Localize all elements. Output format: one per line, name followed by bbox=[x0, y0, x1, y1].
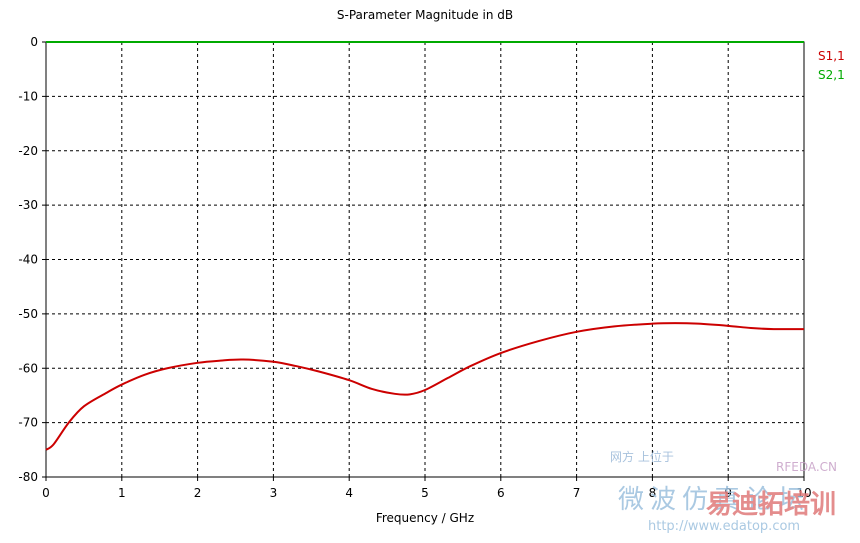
y-tick-label: -30 bbox=[18, 198, 38, 212]
y-tick-label: -60 bbox=[18, 361, 38, 375]
series-line-s11 bbox=[45, 322, 805, 451]
y-tick-label: 0 bbox=[30, 35, 38, 49]
x-tick-label: 10 bbox=[796, 486, 811, 500]
x-tick-label: 1 bbox=[118, 486, 126, 500]
legend-entry: S1,1 bbox=[818, 49, 845, 63]
watermark-line1: 网方 上位于 bbox=[610, 449, 674, 464]
legend-entry: S2,1 bbox=[818, 68, 845, 82]
x-axis-label: Frequency / GHz bbox=[376, 511, 474, 525]
x-tick-label: 6 bbox=[497, 486, 505, 500]
x-tick-label: 3 bbox=[270, 486, 278, 500]
y-tick-label: -20 bbox=[18, 144, 38, 158]
y-tick-label: -70 bbox=[18, 416, 38, 430]
y-tick-label: -40 bbox=[18, 253, 38, 267]
watermark-forum: 微波仿真论坛 bbox=[618, 485, 810, 515]
x-tick-label: 9 bbox=[724, 486, 732, 500]
x-tick-label: 2 bbox=[194, 486, 202, 500]
watermark-url: http://www.edatop.com bbox=[648, 519, 800, 534]
watermark: 网方 上位于 RFEDA.CN 微波仿真论坛 易迪拓培训 http://www.… bbox=[610, 449, 837, 534]
watermark-brand: 易迪拓培训 bbox=[706, 490, 836, 520]
x-tick-label: 8 bbox=[649, 486, 657, 500]
y-tick-label: -50 bbox=[18, 307, 38, 321]
x-tick-label: 0 bbox=[42, 486, 50, 500]
x-tick-label: 5 bbox=[421, 486, 429, 500]
x-tick-label: 7 bbox=[573, 486, 581, 500]
chart-title: S-Parameter Magnitude in dB bbox=[337, 8, 513, 22]
watermark-site: RFEDA.CN bbox=[776, 460, 837, 474]
x-tick-label: 4 bbox=[345, 486, 353, 500]
y-tick-label: -80 bbox=[18, 470, 38, 484]
y-tick-label: -10 bbox=[18, 89, 38, 103]
